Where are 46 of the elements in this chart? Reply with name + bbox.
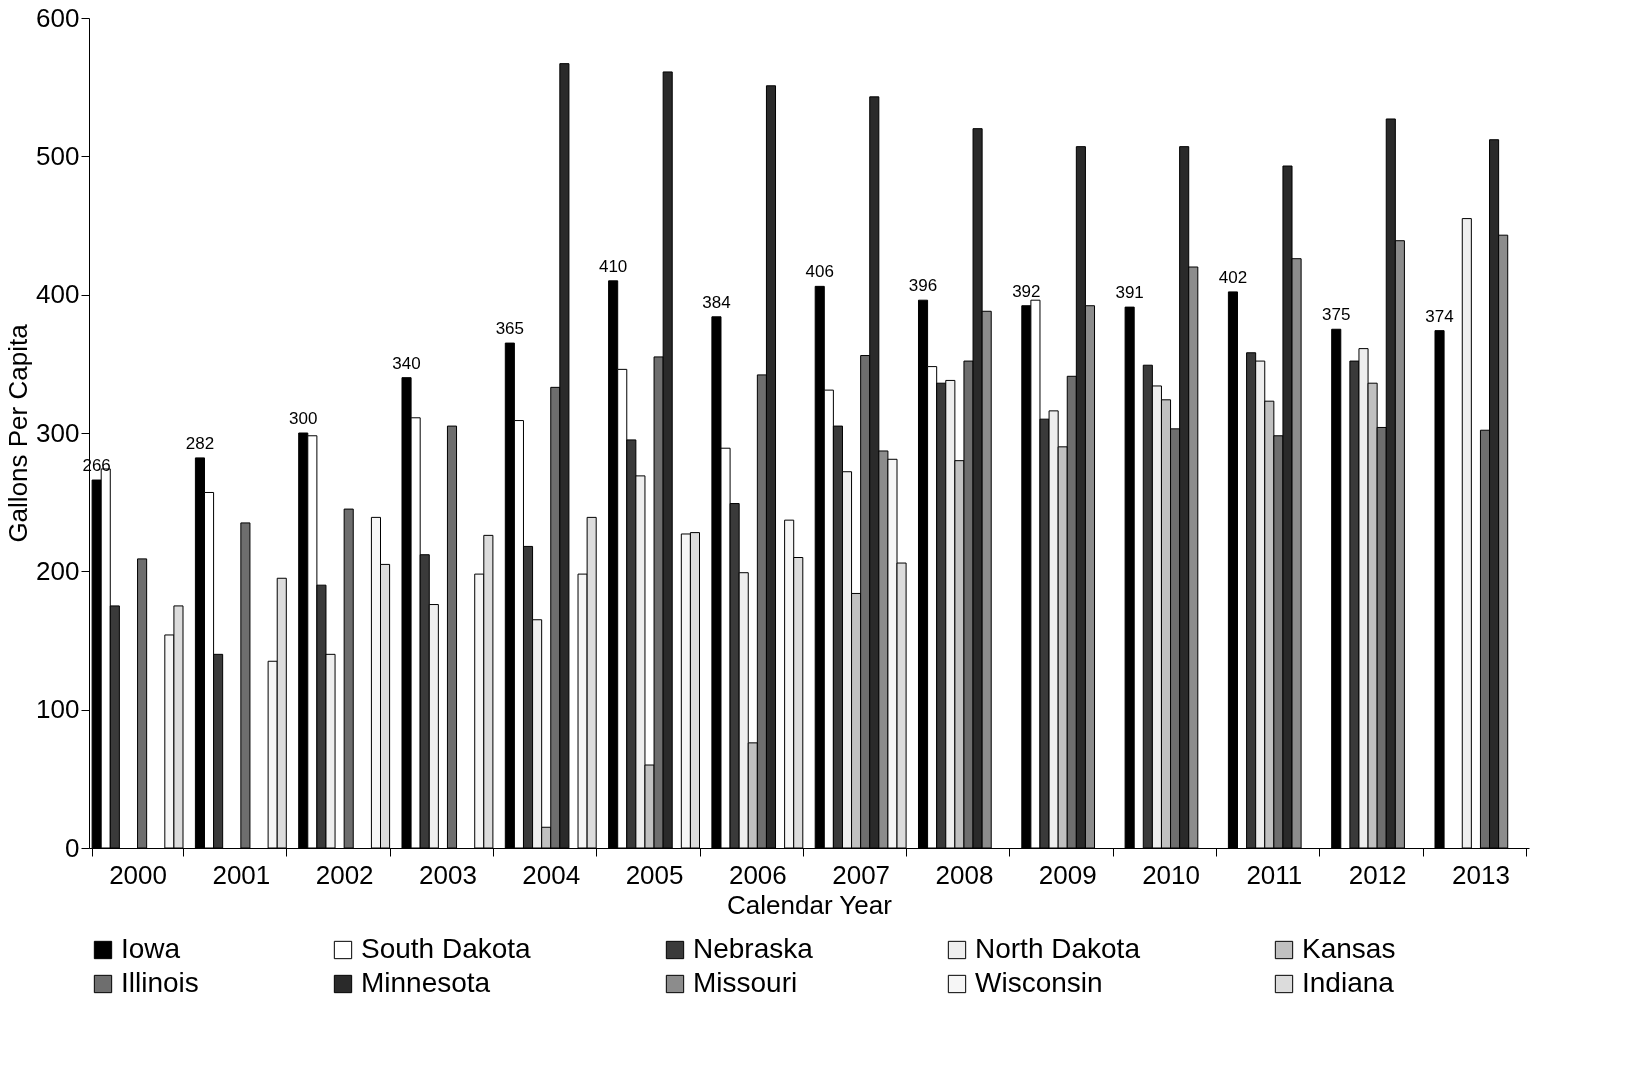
x-tick-label: 2009 <box>1038 859 1097 890</box>
x-tick-label: 2006 <box>728 859 787 890</box>
x-tick-label: 2003 <box>419 859 477 890</box>
y-tick-label: 200 <box>36 555 80 586</box>
legend-label: Iowa <box>121 933 181 964</box>
legend-label: Kansas <box>1302 933 1396 964</box>
data-label: 282 <box>185 433 215 453</box>
data-label: 365 <box>495 319 525 339</box>
x-tick-label: 2007 <box>832 859 891 890</box>
y-tick-label: 300 <box>36 417 80 448</box>
legend-label: Illinois <box>121 967 199 998</box>
x-tick-label: 2008 <box>935 859 994 890</box>
x-tick-label: 2001 <box>212 859 271 890</box>
x-tick-label: 2011 <box>1246 859 1303 890</box>
data-label: 406 <box>805 262 834 282</box>
data-label: 340 <box>392 353 421 373</box>
data-label: 391 <box>1115 283 1144 303</box>
x-tick-label: 2005 <box>625 859 684 890</box>
y-tick-label: 100 <box>36 694 80 725</box>
data-label: 392 <box>1012 281 1041 301</box>
legend-label: Missouri <box>693 967 798 998</box>
y-tick-label: 600 <box>36 2 80 33</box>
legend-label: Nebraska <box>693 933 814 964</box>
data-label: 396 <box>908 276 938 296</box>
x-tick-label: 2013 <box>1452 859 1510 890</box>
legend-label: Minnesota <box>361 967 491 998</box>
data-label: 374 <box>1425 306 1454 326</box>
x-tick-label: 2010 <box>1142 859 1200 890</box>
x-tick-label: 2004 <box>522 859 581 890</box>
x-tick-label: 2012 <box>1348 859 1407 890</box>
data-label: 402 <box>1218 267 1248 287</box>
data-label: 375 <box>1322 305 1351 325</box>
legend-label: Indiana <box>1302 967 1395 998</box>
x-tick-label: 2002 <box>315 859 374 890</box>
legend-label: South Dakota <box>361 933 532 964</box>
x-tick-label: 2000 <box>109 859 167 890</box>
legend-label: North Dakota <box>975 933 1141 964</box>
data-label: 300 <box>289 409 318 428</box>
data-label: 410 <box>598 256 628 276</box>
y-tick-label: 0 <box>65 832 80 863</box>
legend-label: Wisconsin <box>975 967 1103 998</box>
y-tick-label: 400 <box>36 279 80 310</box>
x-axis-title: Calendar Year <box>727 889 893 920</box>
y-tick-label: 500 <box>36 140 80 171</box>
data-label: 384 <box>702 292 731 312</box>
y-axis-title: Gallons Per Capita <box>3 323 34 543</box>
